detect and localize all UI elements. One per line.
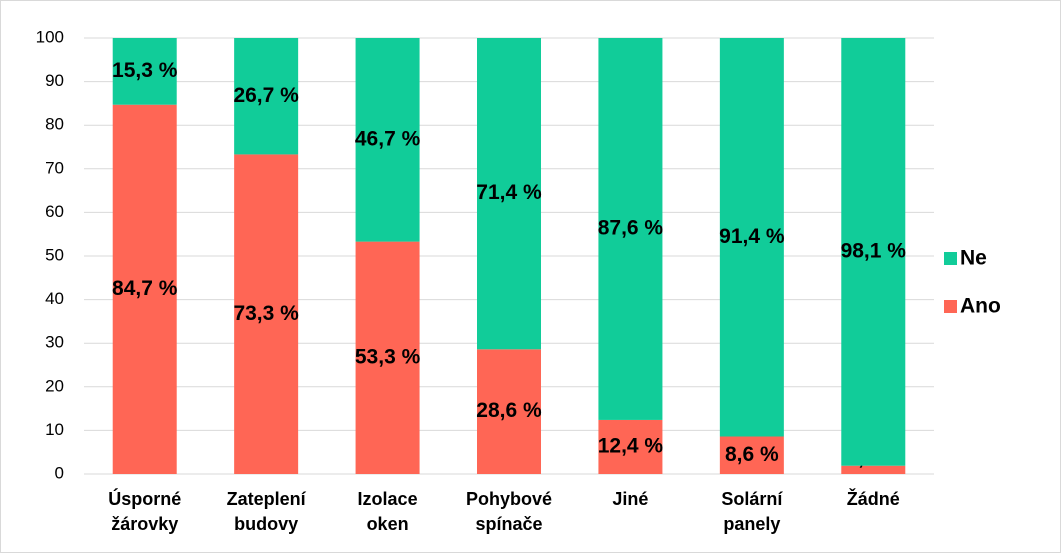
value-label: 87,6 % — [598, 217, 664, 240]
bar-segment — [841, 38, 906, 466]
y-tick-label: 10 — [45, 420, 64, 439]
legend-swatch — [944, 252, 957, 265]
x-tick-line: Úsporné — [108, 488, 181, 509]
x-tick-line: Pohybové — [466, 489, 552, 509]
value-label: 28,6 % — [476, 399, 542, 422]
value-label: 73,3 % — [233, 302, 299, 325]
value-label: 46,7 % — [355, 127, 421, 150]
x-tick-line: oken — [367, 514, 409, 534]
value-label: 15,3 % — [112, 59, 178, 82]
value-label: 98,1 % — [841, 239, 907, 262]
bar-segment — [719, 436, 784, 474]
bar-segment — [234, 154, 299, 475]
value-label: 26,7 % — [233, 84, 299, 107]
x-tick-line: spínače — [475, 514, 542, 534]
x-tick-label: Izolace oken — [358, 489, 418, 534]
y-tick-label: 50 — [45, 245, 64, 264]
y-tick-label: 20 — [45, 376, 64, 395]
bar-segment — [719, 38, 784, 437]
x-tick-label: Zateplení budovy — [227, 489, 307, 534]
value-label: 84,7 % — [112, 277, 178, 300]
bar-segment — [841, 465, 906, 474]
legend-label: Ne — [960, 247, 987, 270]
legend-label: Ano — [960, 295, 1001, 318]
bar-segment — [355, 38, 420, 242]
y-tick-label: 40 — [45, 289, 64, 308]
value-label: 8,6 % — [725, 443, 779, 466]
y-tick-label: 100 — [36, 27, 64, 46]
x-tick-line: Solární — [721, 489, 783, 509]
x-tick-line: Jiné — [612, 489, 648, 509]
x-tick-label: Jiné — [612, 489, 648, 509]
x-tick-label: Solární panely — [721, 489, 783, 534]
bar-segment — [477, 349, 541, 474]
bar-segment — [598, 38, 663, 420]
value-label: 53,3 % — [355, 345, 421, 368]
bar-segment — [234, 38, 299, 155]
bar-segment — [477, 38, 541, 350]
value-label: 71,4 % — [476, 181, 542, 204]
y-tick-label: 70 — [45, 158, 64, 177]
x-tick-line: Žádné — [847, 488, 900, 509]
legend-swatch — [944, 300, 957, 313]
y-tick-label: 80 — [45, 115, 64, 134]
y-tick-label: 30 — [45, 333, 64, 352]
x-tick-line: budovy — [234, 514, 298, 534]
x-tick-line: žárovky — [111, 514, 178, 534]
x-tick-line: Zateplení — [227, 489, 307, 509]
x-tick-line: panely — [723, 514, 780, 534]
y-tick-label: 90 — [45, 71, 64, 90]
value-label: 91,4 % — [719, 225, 785, 248]
bar-segment — [112, 38, 177, 105]
y-tick-label: 60 — [45, 202, 64, 221]
x-tick-label: Úsporné žárovky — [108, 488, 181, 534]
y-tick-label: 0 — [55, 463, 64, 482]
bar-segment — [355, 241, 420, 474]
x-tick-line: Izolace — [358, 489, 418, 509]
value-label: 12,4 % — [598, 435, 664, 458]
bar-segment — [112, 104, 177, 474]
x-tick-label: Žádné — [847, 488, 900, 509]
x-tick-label: Pohybové spínače — [466, 489, 552, 534]
bar-segment — [598, 419, 663, 474]
